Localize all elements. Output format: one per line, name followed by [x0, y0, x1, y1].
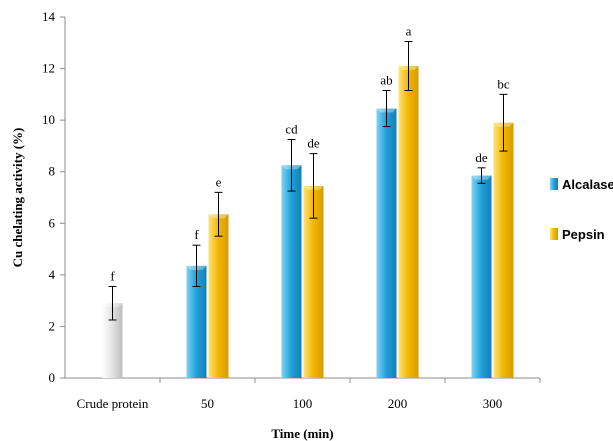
bar-pepsin	[208, 214, 229, 378]
legend-swatch-alcalase	[550, 178, 558, 190]
x-tick-label: 100	[293, 396, 313, 411]
y-tick-label: 8	[49, 164, 56, 179]
y-tick-label: 6	[49, 215, 56, 230]
bar-crude-protein	[102, 303, 123, 378]
significance-label: bc	[497, 76, 510, 91]
bar-alcalase	[281, 165, 302, 378]
bar-pepsin	[398, 65, 419, 378]
significance-label: cd	[285, 121, 298, 136]
y-tick-label: 4	[49, 267, 56, 282]
y-tick-label: 12	[42, 61, 55, 76]
significance-label: e	[216, 174, 222, 189]
x-tick-label: Crude protein	[77, 396, 149, 411]
significance-label: de	[475, 150, 488, 165]
bar-alcalase	[471, 175, 492, 378]
x-tick-label: 50	[201, 396, 214, 411]
legend-swatch-pepsin	[550, 228, 558, 240]
legend: Alcalase Pepsin	[550, 177, 613, 242]
legend-label-pepsin: Pepsin	[562, 227, 605, 242]
y-tick-label: 10	[42, 112, 55, 127]
y-tick-label: 2	[49, 318, 56, 333]
significance-label: de	[307, 136, 320, 151]
x-tick-label: 200	[388, 396, 408, 411]
axes: 0 2 4 6 8 10 12 14 Crude protein 50 100 200 300	[42, 9, 541, 411]
bar-alcalase	[186, 265, 207, 378]
legend-label-alcalase: Alcalase	[562, 177, 613, 192]
significance-label: f	[194, 227, 199, 242]
x-tick-label: 300	[483, 396, 503, 411]
y-tick-label: 14	[42, 9, 56, 24]
significance-label: a	[406, 23, 412, 38]
y-axis-title: Cu chelating activity (%)	[10, 128, 25, 268]
bar-pepsin	[303, 185, 324, 378]
bar-alcalase	[376, 108, 397, 379]
bar-pepsin	[493, 122, 514, 378]
y-tick-label: 0	[49, 370, 56, 385]
axis-labels: Time (min) Cu chelating activity (%)	[10, 128, 334, 441]
significance-label: ab	[380, 72, 392, 87]
x-axis-title: Time (min)	[271, 426, 333, 441]
bars: f f cd ab de e de a bc	[102, 23, 514, 379]
significance-label: f	[110, 268, 115, 283]
